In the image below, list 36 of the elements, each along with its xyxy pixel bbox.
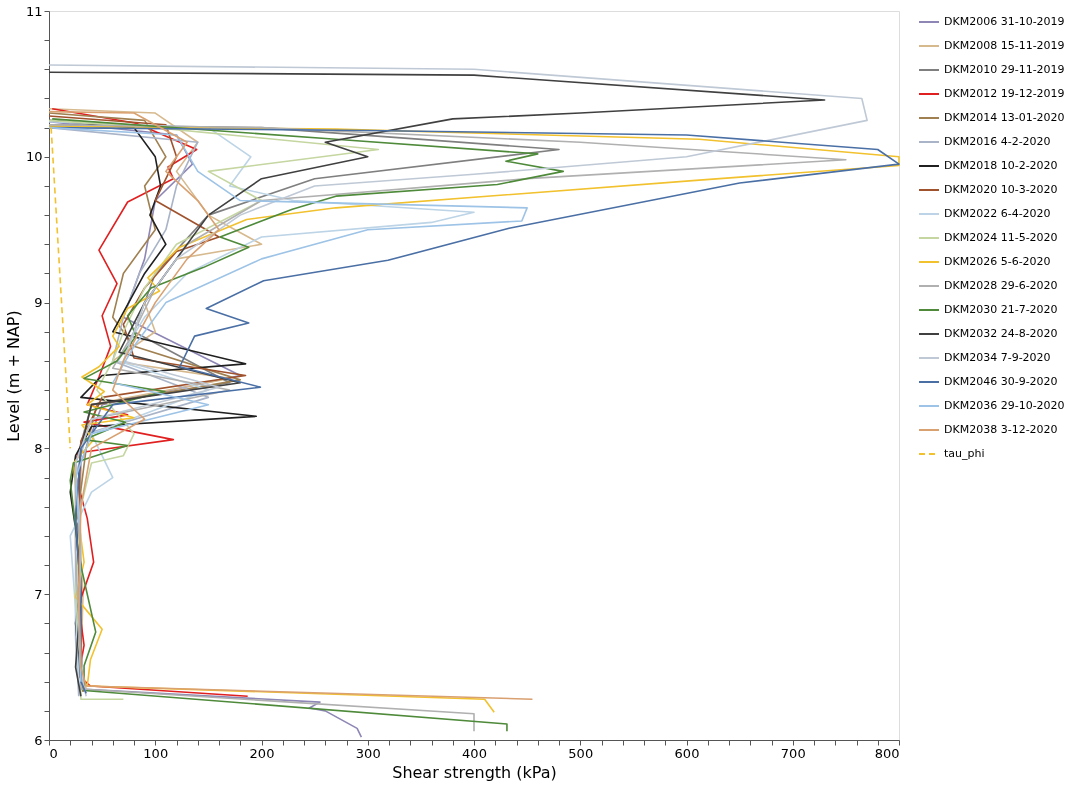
y-tick-label: 11: [25, 3, 43, 19]
y-tick-label: 6: [34, 732, 43, 748]
legend-label: DKM2020 10-3-2020: [944, 183, 1058, 196]
x-tick-label: 800: [874, 745, 900, 761]
legend-label: DKM2046 30-9-2020: [944, 375, 1058, 388]
x-tick-label: 500: [568, 745, 594, 761]
x-tick-label: 300: [355, 745, 381, 761]
legend-label: DKM2030 21-7-2020: [944, 303, 1058, 316]
legend-label: DKM2034 7-9-2020: [944, 351, 1051, 364]
x-tick-label: 600: [674, 745, 700, 761]
y-tick-label: 9: [34, 295, 43, 311]
legend-label: tau_phi: [944, 447, 985, 460]
legend-label: DKM2032 24-8-2020: [944, 327, 1058, 340]
legend-label: DKM2006 31-10-2019: [944, 15, 1065, 28]
y-tick-label: 8: [34, 440, 43, 456]
legend-label: DKM2024 11-5-2020: [944, 231, 1058, 244]
legend-label: DKM2012 19-12-2019: [944, 87, 1065, 100]
x-tick-label: 400: [462, 745, 487, 761]
legend-label: DKM2022 6-4-2020: [944, 207, 1051, 220]
x-tick-label: 200: [249, 745, 275, 761]
legend-label: DKM2018 10-2-2020: [944, 159, 1058, 172]
x-tick-label: 100: [143, 745, 169, 761]
x-tick-label: 700: [780, 745, 806, 761]
legend-label: DKM2026 5-6-2020: [944, 255, 1051, 268]
legend-label: DKM2014 13-01-2020: [944, 111, 1065, 124]
legend-label: DKM2008 15-11-2019: [944, 39, 1065, 52]
x-tick-label: 0: [49, 745, 58, 761]
legend-label: DKM2016 4-2-2020: [944, 135, 1051, 148]
y-tick-label: 10: [25, 149, 43, 165]
x-axis-title: Shear strength (kPa): [392, 762, 557, 782]
legend-label: DKM2010 29-11-2019: [944, 63, 1065, 76]
y-axis-title: Level (m + NAP): [3, 310, 23, 442]
legend-label: DKM2038 3-12-2020: [944, 423, 1058, 436]
y-tick-label: 7: [34, 586, 43, 602]
legend-label: DKM2028 29-6-2020: [944, 279, 1058, 292]
legend-label: DKM2036 29-10-2020: [944, 399, 1065, 412]
